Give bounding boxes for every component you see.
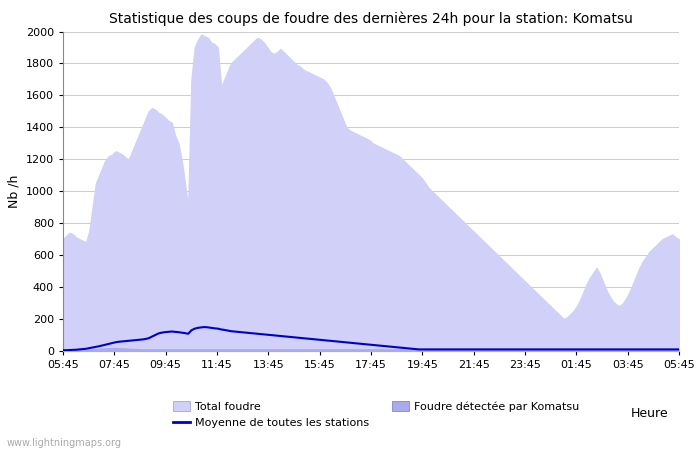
Y-axis label: Nb /h: Nb /h	[7, 175, 20, 208]
Text: www.lightningmaps.org: www.lightningmaps.org	[7, 438, 122, 448]
Title: Statistique des coups de foudre des dernières 24h pour la station: Komatsu: Statistique des coups de foudre des dern…	[109, 12, 633, 26]
Legend: Total foudre, Moyenne de toutes les stations, Foudre détectée par Komatsu: Total foudre, Moyenne de toutes les stat…	[174, 401, 580, 428]
Text: Heure: Heure	[631, 407, 668, 420]
